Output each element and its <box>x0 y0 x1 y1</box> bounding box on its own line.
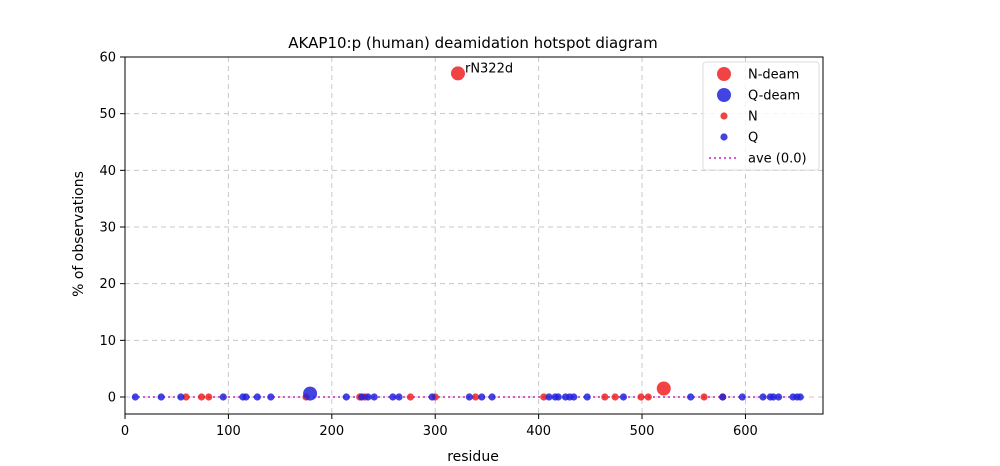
point-q <box>488 393 496 401</box>
point-n <box>611 393 619 401</box>
point-q <box>428 393 436 401</box>
x-tick-label: 100 <box>216 424 241 439</box>
point-q <box>774 393 783 401</box>
y-tick-label: 10 <box>99 334 116 349</box>
point-q <box>177 393 185 401</box>
point-q <box>389 393 397 401</box>
x-tick-label: 600 <box>733 424 758 439</box>
legend-label: N <box>748 110 758 125</box>
y-tick-label: 50 <box>99 107 116 122</box>
annotations: rN322d <box>465 61 513 76</box>
point-q <box>253 393 261 401</box>
data-points <box>131 66 804 401</box>
point-n <box>601 393 609 401</box>
point-q <box>342 393 350 401</box>
x-axis-label: residue <box>447 449 499 465</box>
point-q <box>583 393 591 401</box>
point-q <box>619 393 628 401</box>
y-tick-label: 0 <box>108 391 116 406</box>
legend-marker <box>717 67 731 81</box>
legend-label: Q-deam <box>748 89 800 104</box>
y-tick-label: 20 <box>99 277 116 292</box>
point-q <box>364 393 372 401</box>
point-q <box>796 393 804 401</box>
legend-marker <box>717 88 731 102</box>
point-q <box>759 393 767 401</box>
legend-label: N-deam <box>748 68 799 83</box>
point-n <box>406 393 415 401</box>
point-q <box>157 393 165 401</box>
point-n <box>197 393 206 401</box>
point-q <box>267 393 275 401</box>
point-q <box>370 393 378 401</box>
point-q <box>738 393 746 401</box>
chart-title: AKAP10:p (human) deamidation hotspot dia… <box>288 34 657 52</box>
point-q <box>242 393 250 401</box>
point-q <box>554 393 562 401</box>
point-n <box>637 393 645 401</box>
point-n <box>644 393 652 401</box>
point-q <box>719 393 727 401</box>
point-n <box>471 393 480 401</box>
point-q <box>465 393 473 401</box>
point-q <box>219 393 227 401</box>
point-n <box>182 393 190 401</box>
point-q <box>687 393 695 401</box>
plot-border <box>124 56 824 415</box>
legend-marker <box>720 133 728 141</box>
point-n <box>540 393 548 401</box>
legend-label: Q <box>748 131 758 146</box>
point-q-deam <box>303 386 318 401</box>
point-n-deam <box>656 381 671 396</box>
x-tick-label: 300 <box>423 424 448 439</box>
y-axis-label: % of observations <box>71 171 87 297</box>
point-q <box>131 393 139 401</box>
y-tick-label: 60 <box>99 51 116 66</box>
point-n <box>205 393 213 401</box>
y-tick-label: 30 <box>99 221 116 236</box>
point-annotation: rN322d <box>465 61 513 76</box>
x-tick-label: 400 <box>526 424 551 439</box>
legend-marker <box>720 112 728 120</box>
point-q <box>395 393 403 401</box>
x-tick-label: 200 <box>319 424 344 439</box>
legend-label: ave (0.0) <box>748 152 807 167</box>
x-tick-label: 500 <box>630 424 655 439</box>
point-q <box>478 393 486 401</box>
point-q <box>570 393 578 401</box>
point-q <box>545 393 553 401</box>
x-tick-label: 0 <box>121 424 129 439</box>
point-n-deam <box>450 66 465 81</box>
y-tick-label: 40 <box>99 164 116 179</box>
axis-ticks: 0 100 200 300 400 500 600 0 10 20 30 40 50 60 <box>99 51 757 440</box>
plot-frame <box>124 56 824 415</box>
point-n <box>700 393 708 401</box>
legend-box <box>702 61 820 171</box>
point-q <box>769 393 777 401</box>
point-q <box>358 393 366 401</box>
